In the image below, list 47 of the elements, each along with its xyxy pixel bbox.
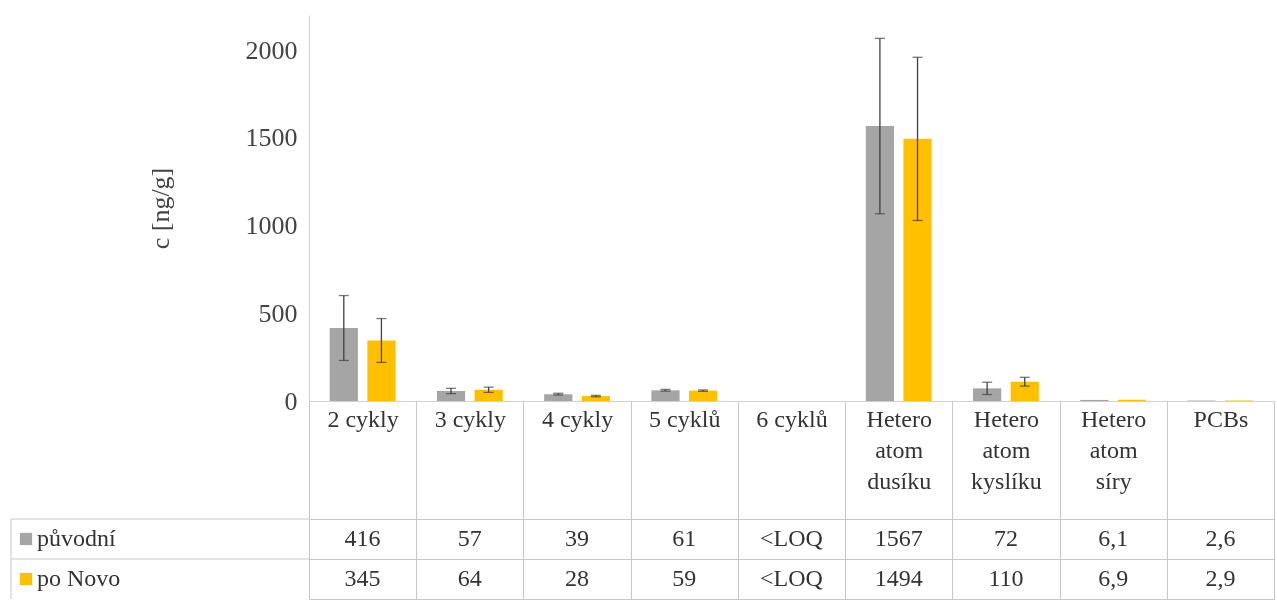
legend-label: původní	[37, 525, 116, 551]
data-label: 1494	[874, 565, 923, 591]
data-label: 2,9	[1205, 565, 1236, 591]
data-label: 6,1	[1098, 525, 1129, 551]
x-tick-label: 5 cyklů	[649, 405, 721, 432]
y-tick-label: 500	[258, 298, 298, 328]
text: <LOQ	[760, 565, 823, 591]
bar	[688, 390, 718, 401]
bar	[474, 389, 503, 401]
y-axis-title: c [ng/g]	[145, 167, 175, 250]
x-tick-label: 4 cykly	[541, 405, 614, 432]
data-label: 28	[565, 565, 590, 591]
bar	[544, 394, 573, 401]
data-label: 39	[565, 525, 590, 551]
x-tick-label: 2 cykly	[327, 405, 399, 432]
bar	[436, 391, 466, 401]
data-label: 61	[672, 525, 697, 551]
bar	[1010, 381, 1039, 401]
bar	[903, 138, 932, 401]
y-tick-label: 1000	[245, 211, 298, 241]
data-label: 110	[988, 565, 1024, 591]
bar	[973, 388, 1002, 401]
legend-label: po Novo	[37, 565, 121, 591]
bar	[367, 340, 396, 401]
data-label: 72	[993, 525, 1018, 551]
data-label: 2,6	[1205, 525, 1236, 551]
x-tick-label: 6 cyklů	[756, 405, 828, 432]
x-tick-label: 3 cykly	[434, 405, 506, 432]
data-label: 64	[457, 565, 482, 591]
bar	[581, 396, 610, 401]
x-tick-label: Hetero atom kyslíku	[971, 405, 1042, 494]
y-tick-label: 1500	[245, 123, 298, 153]
text: <LOQ	[760, 525, 823, 551]
bar	[651, 390, 680, 401]
bar	[329, 328, 358, 401]
bar	[865, 126, 895, 401]
y-tick-label: 2000	[245, 35, 298, 65]
x-tick-label: Hetero atom dusíku	[866, 405, 932, 494]
data-label: 6,9	[1098, 565, 1129, 591]
y-tick-label: 0	[284, 386, 298, 416]
data-label: 345	[344, 565, 381, 591]
data-label: 59	[672, 565, 697, 591]
x-tick-label: PCBs	[1193, 405, 1249, 432]
data-label: 57	[457, 525, 482, 551]
x-tick-label: Hetero atom síry	[1081, 405, 1147, 494]
data-label: 1567	[874, 525, 923, 551]
data-label: 416	[344, 525, 381, 551]
